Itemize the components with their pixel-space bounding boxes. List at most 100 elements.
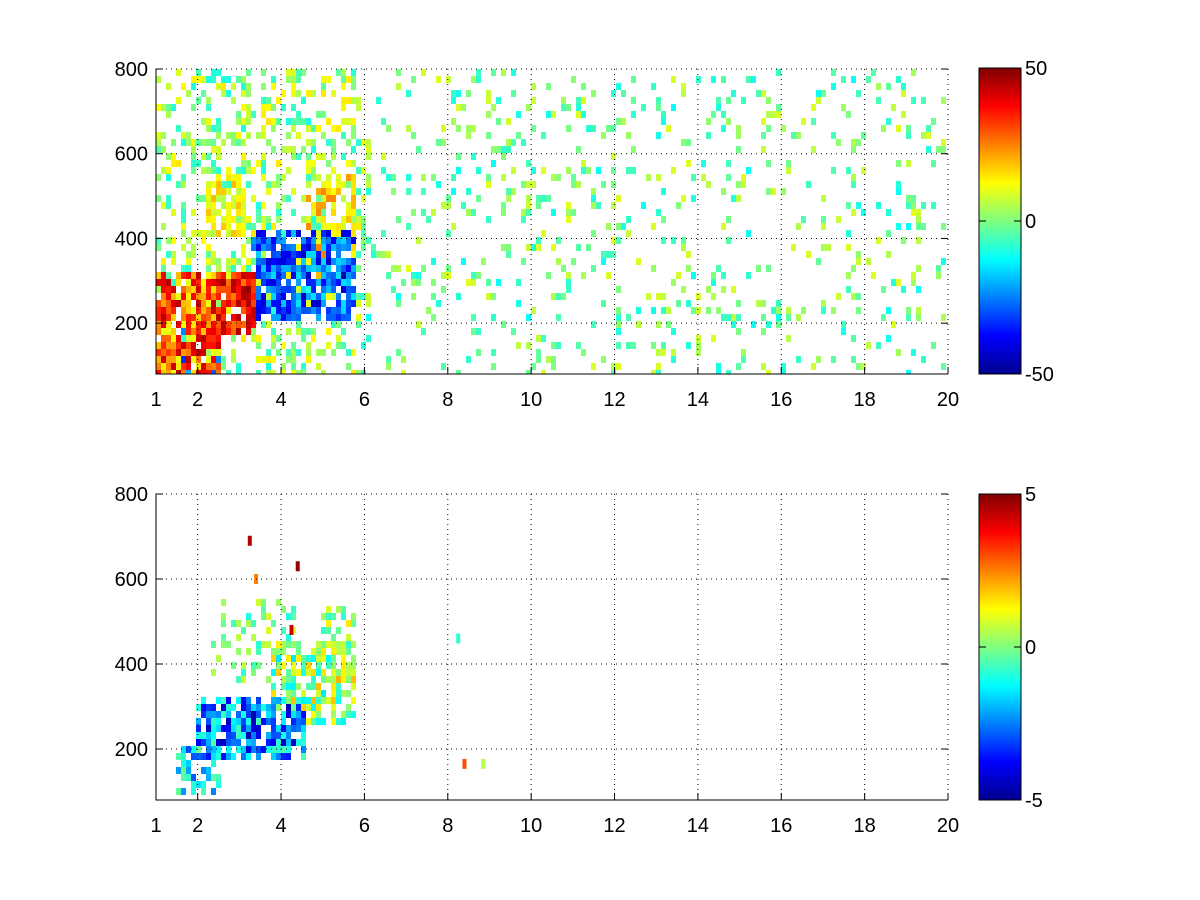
top-heatmap-cell: [351, 69, 356, 76]
top-heatmap-cell: [686, 342, 691, 349]
top-heatmap-cell: [536, 237, 541, 244]
top-heatmap-cell: [841, 104, 846, 111]
top-heatmap-cell: [266, 223, 271, 230]
top-heatmap-cell: [286, 195, 291, 202]
top-heatmap-cell: [746, 167, 751, 174]
bottom-heatmap-cell: [231, 753, 236, 760]
top-heatmap-cell: [601, 356, 606, 363]
top-heatmap-cell: [411, 272, 416, 279]
top-heatmap-cell: [671, 349, 676, 356]
top-heatmap-cell: [431, 314, 436, 321]
top-heatmap-cell: [736, 181, 741, 188]
top-heatmap-cell: [191, 279, 196, 286]
top-heatmap-cell: [266, 188, 271, 195]
top-heatmap-cell: [821, 223, 826, 230]
top-heatmap-cell: [726, 370, 731, 374]
bottom-heatmap-cell: [266, 718, 271, 725]
top-heatmap-cell: [256, 272, 261, 279]
bottom-heatmap-cell: [331, 704, 336, 711]
top-heatmap-cell: [191, 356, 196, 363]
top-heatmap-cell: [931, 160, 936, 167]
top-heatmap-cell: [231, 279, 236, 286]
top-heatmap-cell: [256, 258, 261, 265]
top-heatmap-cell: [551, 244, 556, 251]
top-heatmap-cell: [631, 167, 636, 174]
top-heatmap-cell: [611, 237, 616, 244]
top-heatmap-cell: [736, 195, 741, 202]
top-heatmap-cell: [331, 202, 336, 209]
top-heatmap-cell: [161, 356, 166, 363]
top-heatmap-cell: [156, 146, 161, 153]
top-heatmap-cell: [456, 125, 461, 132]
top-heatmap-cell: [281, 363, 286, 370]
top-heatmap-cell: [816, 258, 821, 265]
bottom-heatmap-cell: [326, 662, 331, 669]
top-heatmap-cell: [221, 300, 226, 307]
top-heatmap-cell: [436, 181, 441, 188]
bottom-heatmap-cell: [271, 732, 276, 739]
top-heatmap-cell: [161, 202, 166, 209]
top-heatmap-cell: [191, 293, 196, 300]
top-heatmap-cell: [356, 265, 361, 272]
top-heatmap-cell: [776, 314, 781, 321]
bottom-heatmap-cell: [346, 634, 351, 641]
top-heatmap-cell: [726, 160, 731, 167]
top-heatmap-cell: [211, 125, 216, 132]
top-heatmap-cell: [906, 223, 911, 230]
top-heatmap-cell: [396, 349, 401, 356]
top-heatmap-cell: [256, 237, 261, 244]
top-heatmap-cell: [296, 300, 301, 307]
top-heatmap-cell: [756, 90, 761, 97]
top-heatmap-cell: [436, 76, 441, 83]
top-heatmap-cell: [301, 300, 306, 307]
top-heatmap-cell: [196, 356, 201, 363]
top-heatmap-cell: [896, 188, 901, 195]
bottom-heatmap-cell: [331, 662, 336, 669]
top-heatmap-cell: [211, 195, 216, 202]
bottom-heatmap-cell: [316, 697, 321, 704]
top-heatmap-cell: [491, 314, 496, 321]
bottom-heatmap-cell: [286, 725, 291, 732]
top-heatmap-cell: [301, 293, 306, 300]
top-heatmap-cell: [531, 167, 536, 174]
top-heatmap-cell: [661, 293, 666, 300]
bottom-heatmap-cell: [331, 718, 336, 725]
top-heatmap-cell: [156, 349, 161, 356]
top-heatmap-cell: [326, 230, 331, 237]
top-heatmap-cell: [236, 321, 241, 328]
top-heatmap-cell: [591, 195, 596, 202]
top-heatmap-cell: [251, 258, 256, 265]
top-heatmap-cell: [181, 363, 186, 370]
top-heatmap-cell: [301, 286, 306, 293]
top-heatmap-cell: [161, 286, 166, 293]
top-heatmap-cell: [716, 307, 721, 314]
top-heatmap-cell: [521, 181, 526, 188]
top-heatmap-cell: [236, 370, 241, 374]
bottom-heatmap-cell: [181, 746, 186, 753]
top-heatmap-cell: [766, 265, 771, 272]
top-heatmap-cell: [306, 272, 311, 279]
top-heatmap-cell: [316, 237, 321, 244]
top-heatmap-cell: [761, 118, 766, 125]
top-heatmap-cell: [506, 188, 511, 195]
top-heatmap-cell: [476, 195, 481, 202]
bottom-colorbar: 50-5: [978, 484, 1043, 812]
top-heatmap-cell: [306, 153, 311, 160]
bottom-heatmap-cell: [301, 655, 306, 662]
top-heatmap-cell: [311, 258, 316, 265]
top-heatmap-cell: [181, 174, 186, 181]
top-heatmap-cell: [251, 272, 256, 279]
top-heatmap-cell: [161, 258, 166, 265]
top-heatmap-cell: [261, 272, 266, 279]
top-heatmap-cell: [196, 97, 201, 104]
top-heatmap-cell: [166, 195, 171, 202]
top-heatmap-cell: [556, 258, 561, 265]
top-heatmap-cell: [221, 279, 226, 286]
top-heatmap-cell: [276, 307, 281, 314]
top-heatmap-cell: [216, 370, 221, 374]
bottom-heatmap-cell: [256, 711, 261, 718]
top-heatmap-cell: [656, 174, 661, 181]
top-heatmap-cell: [686, 160, 691, 167]
top-heatmap-cell: [771, 307, 776, 314]
top-heatmap-cell: [351, 258, 356, 265]
